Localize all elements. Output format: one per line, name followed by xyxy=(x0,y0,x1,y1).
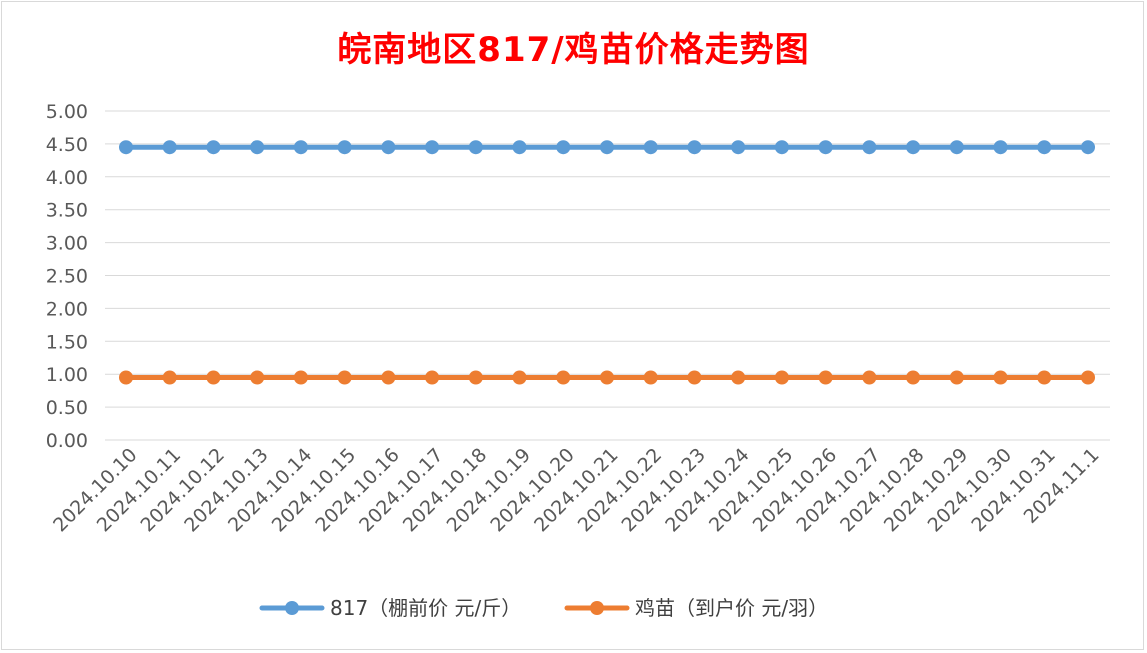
data-point xyxy=(293,370,308,385)
data-point xyxy=(468,370,483,385)
data-point xyxy=(993,370,1008,385)
y-tick-label: 4.50 xyxy=(46,134,88,156)
data-point xyxy=(1081,370,1095,385)
y-tick-label: 5.00 xyxy=(46,101,88,123)
data-point xyxy=(425,370,440,385)
series-group xyxy=(119,140,1095,385)
data-point xyxy=(949,370,964,385)
y-tick-label: 2.50 xyxy=(46,266,88,288)
data-point xyxy=(1037,140,1052,155)
legend-swatch-marker xyxy=(590,601,604,615)
data-point xyxy=(862,140,877,155)
gridlines xyxy=(105,110,1110,441)
data-point xyxy=(600,140,614,155)
data-point xyxy=(556,370,571,385)
y-tick-label: 3.00 xyxy=(46,233,88,255)
y-axis: 0.00 0.50 1.00 1.50 2.00 2.50 3.00 3.50 4.00 4.50… xyxy=(46,101,88,452)
data-point xyxy=(687,370,702,385)
y-tick-label: 1.00 xyxy=(46,364,88,386)
data-point xyxy=(774,370,789,385)
data-point xyxy=(818,140,833,155)
data-point xyxy=(556,140,571,155)
data-point xyxy=(862,370,877,385)
data-point xyxy=(162,370,177,385)
data-point xyxy=(1037,370,1052,385)
y-tick-label: 4.00 xyxy=(46,167,88,189)
legend-label: 鸡苗（到户价 元/羽） xyxy=(635,596,828,620)
data-point xyxy=(425,140,440,155)
data-point xyxy=(293,140,308,155)
y-tick-label: 3.50 xyxy=(46,200,88,222)
y-tick-label: 0.00 xyxy=(46,430,88,452)
data-point xyxy=(731,370,746,385)
data-point xyxy=(337,370,352,385)
data-point xyxy=(600,370,614,385)
data-point xyxy=(949,140,964,155)
data-point xyxy=(818,370,833,385)
legend: 817（棚前价 元/斤） 鸡苗（到户价 元/羽） xyxy=(259,596,828,620)
data-point xyxy=(337,140,352,155)
data-point xyxy=(381,140,396,155)
data-point xyxy=(643,370,658,385)
y-tick-label: 1.50 xyxy=(46,331,88,353)
data-point xyxy=(468,140,483,155)
data-point xyxy=(250,140,265,155)
legend-swatch-marker xyxy=(285,601,299,615)
data-point xyxy=(774,140,789,155)
data-point xyxy=(1081,140,1095,155)
data-point xyxy=(381,370,396,385)
data-point xyxy=(643,140,658,155)
data-point xyxy=(512,370,527,385)
data-point xyxy=(906,370,921,385)
data-point xyxy=(250,370,265,385)
data-point xyxy=(206,370,221,385)
data-point xyxy=(162,140,177,155)
data-point xyxy=(119,140,133,155)
data-point xyxy=(119,370,133,385)
data-point xyxy=(206,140,221,155)
data-point xyxy=(687,140,702,155)
chart-title: 皖南地区817/鸡苗价格走势图 xyxy=(337,30,810,70)
data-point xyxy=(906,140,921,155)
y-tick-label: 2.00 xyxy=(46,298,88,320)
legend-label: 817（棚前价 元/斤） xyxy=(330,596,521,620)
data-point xyxy=(512,140,527,155)
data-point xyxy=(731,140,746,155)
x-axis: 2024.10.102024.10.112024.10.122024.10.13… xyxy=(49,444,1103,536)
data-point xyxy=(993,140,1008,155)
y-tick-label: 0.50 xyxy=(46,397,88,419)
